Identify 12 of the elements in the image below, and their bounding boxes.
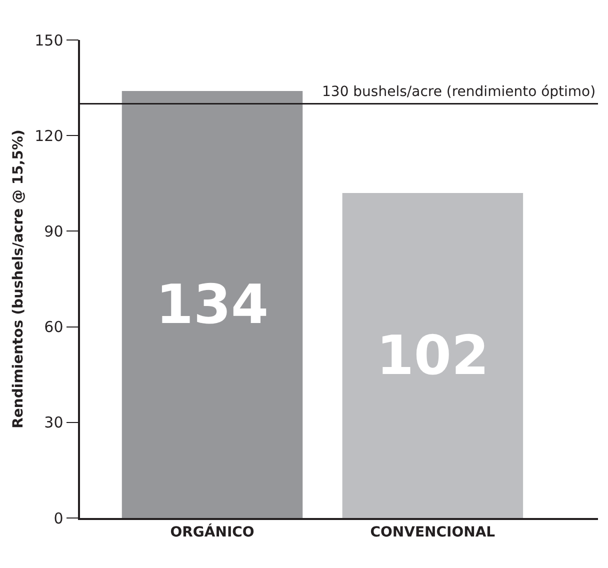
y-tick-label: 120 [34,126,64,145]
y-tick-label: 150 [34,31,64,50]
y-tick-label: 30 [44,414,64,432]
data-label: 134 [156,272,269,336]
ref-line-label: 130 bushels/acre (rendimiento óptimo) [322,84,596,100]
y-axis-title: Rendimientos (bushels/acre @ 15,5%) [10,130,27,428]
data-label: 102 [376,324,490,387]
y-tick-label: 0 [54,509,64,528]
x-tick-label: ORGÁNICO [170,524,254,541]
y-tick-label: 90 [44,222,64,240]
x-tick-label: CONVENCIONAL [370,524,496,541]
y-tick-label: 60 [44,318,64,336]
